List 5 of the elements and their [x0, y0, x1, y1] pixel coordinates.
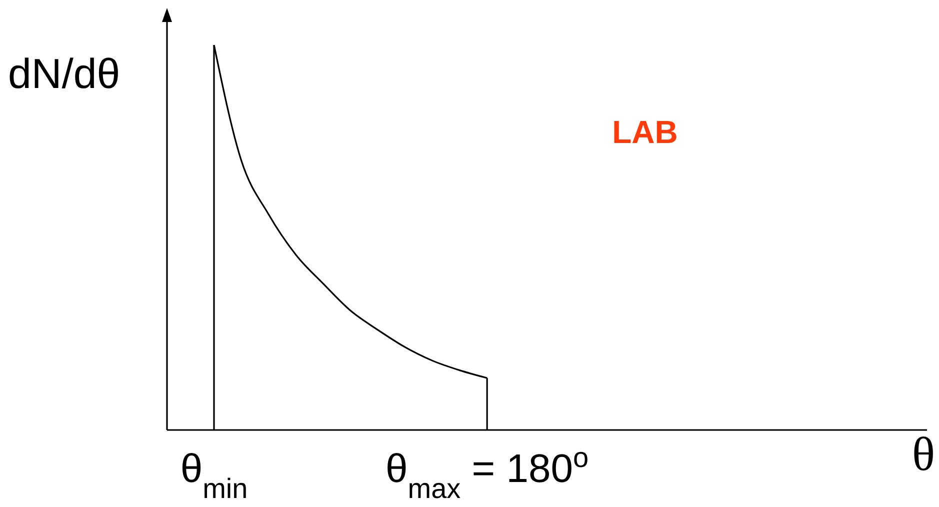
x-axis-title: θ [912, 428, 935, 481]
x-tick-label: θ$_{max}$ = 180$^{o}$ [386, 442, 589, 504]
annotation: LAB [612, 114, 678, 150]
y-axis-title: dN/dθ [8, 50, 120, 97]
x-tick-label: θ$_{min}$ [180, 447, 248, 504]
